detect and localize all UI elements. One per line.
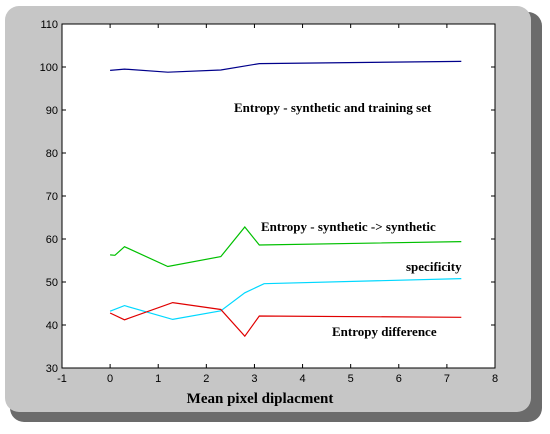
x-axis: -1 0 1 2 3 4 5 6 7 8 xyxy=(57,24,498,385)
series-line-2 xyxy=(109,278,462,321)
y-tick-label: 100 xyxy=(40,62,58,74)
x-tick-label: -1 xyxy=(57,373,67,385)
x-tick-label: 4 xyxy=(299,373,305,385)
series-line-0 xyxy=(110,60,462,73)
y-tick-label: 80 xyxy=(46,148,58,160)
y-tick-label: 70 xyxy=(46,191,58,203)
x-tick-label: 1 xyxy=(155,373,161,385)
series-labels: Entropy - synthetic and training set Ent… xyxy=(234,100,462,339)
series-label-entropy-synthetic: Entropy - synthetic -> synthetic xyxy=(261,219,436,234)
y-tick-label: 60 xyxy=(46,234,58,246)
x-tick-label: 2 xyxy=(203,373,209,385)
series-line-3 xyxy=(109,301,462,338)
x-tick-label: 0 xyxy=(107,373,113,385)
series-line-1 xyxy=(110,226,462,268)
x-tick-label: 7 xyxy=(444,373,450,385)
y-tick-label: 30 xyxy=(46,363,58,375)
y-tick-label: 40 xyxy=(46,320,58,332)
x-axis-label: Mean pixel diplacment xyxy=(187,391,334,407)
series-label-entropy-training: Entropy - synthetic and training set xyxy=(234,100,432,115)
series-label-specificity: specificity xyxy=(406,259,462,274)
y-tick-label: 110 xyxy=(40,19,58,31)
y-axis: 30 40 50 60 70 80 90 100 110 xyxy=(40,19,495,375)
plot-area xyxy=(61,23,496,369)
x-tick-label: 8 xyxy=(492,373,498,385)
y-tick-label: 50 xyxy=(46,277,58,289)
series-group xyxy=(109,60,462,338)
x-tick-label: 5 xyxy=(348,373,354,385)
x-tick-label: 6 xyxy=(396,373,402,385)
x-tick-label: 3 xyxy=(251,373,257,385)
series-label-entropy-difference: Entropy difference xyxy=(332,324,437,339)
y-tick-label: 90 xyxy=(46,105,58,117)
